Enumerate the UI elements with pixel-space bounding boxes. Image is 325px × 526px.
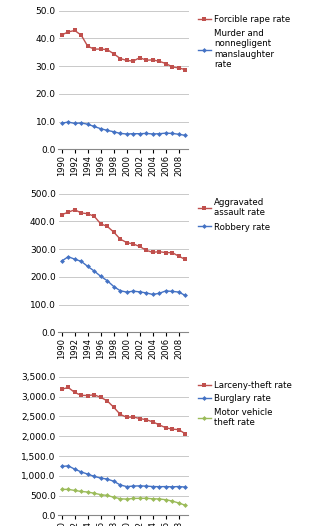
Legend: Forcible rape rate, Murder and
nonnegligent
manslaughter
rate: Forcible rape rate, Murder and nonneglig… (198, 15, 291, 69)
Legend: Larceny-theft rate, Burglary rate, Motor vehicle
theft rate: Larceny-theft rate, Burglary rate, Motor… (198, 381, 292, 427)
Legend: Aggravated
assault rate, Robbery rate: Aggravated assault rate, Robbery rate (198, 198, 270, 231)
